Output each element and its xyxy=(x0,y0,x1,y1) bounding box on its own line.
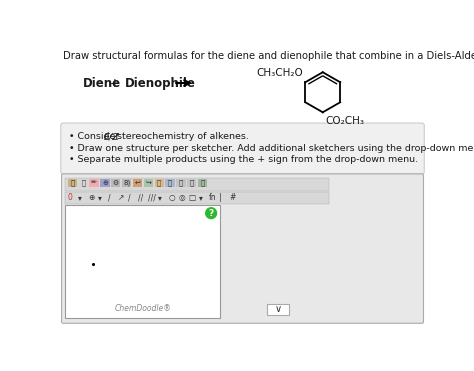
Text: ○: ○ xyxy=(169,193,175,202)
Text: • Separate multiple products using the + sign from the drop-down menu.: • Separate multiple products using the +… xyxy=(69,155,419,164)
FancyBboxPatch shape xyxy=(61,123,424,174)
Text: CH₃CH₂O: CH₃CH₂O xyxy=(256,68,303,78)
Text: fn: fn xyxy=(209,193,217,202)
Text: ///: /// xyxy=(148,193,156,202)
Text: ∨: ∨ xyxy=(274,304,282,314)
Bar xyxy=(111,178,120,187)
Bar xyxy=(198,178,207,187)
Text: ◎: ◎ xyxy=(179,193,185,202)
Bar xyxy=(90,178,99,187)
Text: E/Z: E/Z xyxy=(103,132,119,141)
Text: 🔍: 🔍 xyxy=(179,180,183,186)
Text: 🔎: 🔎 xyxy=(190,180,194,186)
Text: • Consider: • Consider xyxy=(69,132,123,141)
Text: ↩: ↩ xyxy=(135,180,140,186)
Text: ↗: ↗ xyxy=(118,193,125,202)
Text: □: □ xyxy=(189,193,196,202)
Text: 📋: 📋 xyxy=(168,180,172,186)
Text: Diene: Diene xyxy=(82,76,120,89)
Bar xyxy=(133,178,142,187)
Bar xyxy=(65,191,329,204)
Bar xyxy=(176,178,186,187)
Bar xyxy=(144,178,153,187)
Text: ▾: ▾ xyxy=(98,193,102,202)
Text: +: + xyxy=(110,76,120,89)
Text: ?: ? xyxy=(209,209,214,218)
Text: //: // xyxy=(138,193,144,202)
Text: Dienophile: Dienophile xyxy=(125,76,196,89)
Text: ⊕: ⊕ xyxy=(88,193,94,202)
Bar xyxy=(187,178,196,187)
Bar xyxy=(65,178,329,191)
FancyBboxPatch shape xyxy=(62,174,423,323)
Text: ↪: ↪ xyxy=(146,180,151,186)
Text: ChemDoodle®: ChemDoodle® xyxy=(115,304,172,313)
Text: • Draw one structure per sketcher. Add additional sketchers using the drop-down : • Draw one structure per sketcher. Add a… xyxy=(69,144,474,153)
Text: |: | xyxy=(219,193,221,202)
Text: 🔗: 🔗 xyxy=(201,180,205,186)
Text: ⊕: ⊕ xyxy=(102,180,108,186)
Text: ✋: ✋ xyxy=(70,180,74,186)
Bar xyxy=(122,178,131,187)
Bar xyxy=(165,178,175,187)
Text: ⚙: ⚙ xyxy=(113,180,119,186)
Bar xyxy=(79,178,88,187)
Text: #: # xyxy=(229,193,236,202)
Text: /: / xyxy=(108,193,111,202)
Text: ✏: ✏ xyxy=(91,180,97,186)
Text: 🔍: 🔍 xyxy=(157,180,161,186)
Circle shape xyxy=(206,208,217,219)
Text: Draw structural formulas for the diene and dienophile that combine in a Diels-Al: Draw structural formulas for the diene a… xyxy=(63,51,474,61)
Bar xyxy=(100,178,109,187)
Bar xyxy=(68,178,77,187)
Text: 8): 8) xyxy=(123,180,130,186)
Bar xyxy=(267,304,289,315)
Text: ▾: ▾ xyxy=(158,193,162,202)
Bar xyxy=(155,178,164,187)
Text: /: / xyxy=(128,193,131,202)
Bar xyxy=(65,206,220,318)
Text: 📄: 📄 xyxy=(81,180,85,186)
Text: 0: 0 xyxy=(68,193,73,202)
Text: ▾: ▾ xyxy=(78,193,82,202)
Text: ▾: ▾ xyxy=(199,193,202,202)
Text: CO₂CH₃: CO₂CH₃ xyxy=(325,116,364,126)
Text: stereochemistry of alkenes.: stereochemistry of alkenes. xyxy=(113,132,248,141)
